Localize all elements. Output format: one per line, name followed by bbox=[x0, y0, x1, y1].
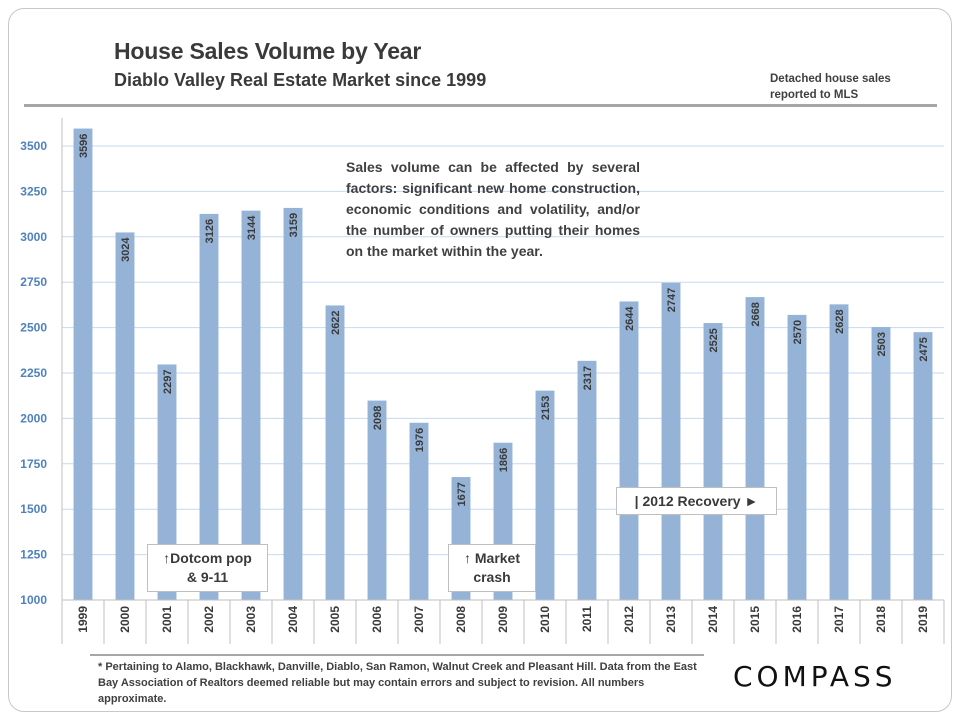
x-tick-label: 2014 bbox=[706, 606, 720, 633]
bar bbox=[535, 390, 555, 600]
bar bbox=[871, 327, 891, 600]
y-tick-label: 1000 bbox=[20, 593, 47, 607]
y-tick-label: 1750 bbox=[20, 457, 47, 471]
data-label: 1677 bbox=[456, 482, 468, 506]
y-tick-label: 1250 bbox=[20, 548, 47, 562]
crash-callout-line1: ↑ Market bbox=[463, 550, 521, 566]
data-label: 3159 bbox=[288, 213, 300, 237]
data-label: 2622 bbox=[330, 310, 342, 334]
data-label: 2668 bbox=[750, 302, 762, 326]
bar bbox=[367, 400, 387, 600]
data-label: 2098 bbox=[372, 406, 384, 430]
x-tick-label: 2018 bbox=[874, 606, 888, 633]
bar bbox=[157, 364, 177, 600]
dotcom-callout-line2: & 9-11 bbox=[186, 569, 229, 585]
axes: 1000 1250 1500 1750 2000 2250 2500 2750 3000 3250… bbox=[20, 118, 945, 644]
header-divider bbox=[24, 104, 937, 107]
x-tick-label: 2017 bbox=[832, 606, 846, 633]
y-tick-label: 1500 bbox=[20, 502, 47, 516]
description-text: Sales volume can be affected by several … bbox=[346, 159, 640, 259]
compass-logo: COMPASS bbox=[733, 660, 897, 693]
data-label: 3596 bbox=[78, 134, 90, 158]
data-label: 2628 bbox=[834, 309, 846, 333]
y-tick-label: 2250 bbox=[20, 366, 47, 380]
x-tick-label: 2011 bbox=[580, 606, 594, 632]
y-tick-label: 3500 bbox=[20, 139, 47, 153]
x-tick-label: 2000 bbox=[118, 606, 132, 633]
x-tick-label: 2005 bbox=[328, 606, 342, 633]
x-tick-label: 2019 bbox=[916, 606, 930, 633]
y-tick-label: 3250 bbox=[20, 184, 47, 198]
x-tick-label: 2006 bbox=[370, 606, 384, 633]
x-tick-label: 2003 bbox=[244, 606, 258, 633]
x-tick-label: 2016 bbox=[790, 606, 804, 633]
data-label: 2747 bbox=[666, 288, 678, 312]
data-label: 2475 bbox=[918, 337, 930, 361]
x-tick-label: 2004 bbox=[286, 606, 300, 633]
x-tick-label: 2015 bbox=[748, 606, 762, 633]
x-tick-label: 2010 bbox=[538, 606, 552, 633]
x-tick-label: 2001 bbox=[160, 606, 174, 633]
x-tick-label: 2012 bbox=[622, 606, 636, 633]
data-label: 3024 bbox=[120, 237, 132, 262]
crash-callout-line2: crash bbox=[473, 569, 511, 585]
dotcom-callout: ↑Dotcom pop & 9-11 bbox=[147, 544, 268, 592]
bar bbox=[325, 305, 345, 600]
y-tick-label: 2500 bbox=[20, 321, 47, 335]
dotcom-callout-line1: ↑Dotcom pop bbox=[163, 550, 252, 566]
y-tick-label: 2000 bbox=[20, 411, 47, 425]
y-tick-label: 3000 bbox=[20, 230, 47, 244]
x-tick-label: 2008 bbox=[454, 606, 468, 633]
x-tick-label: 2013 bbox=[664, 606, 678, 633]
bar bbox=[661, 282, 681, 600]
footnote: * Pertaining to Alamo, Blackhawk, Danvil… bbox=[98, 661, 697, 705]
data-label: 3126 bbox=[204, 219, 216, 243]
data-label: 2317 bbox=[582, 366, 594, 390]
page-subtitle: Diablo Valley Real Estate Market since 1… bbox=[114, 70, 487, 90]
bar bbox=[409, 422, 429, 600]
bar bbox=[913, 332, 933, 600]
data-label: 1976 bbox=[414, 428, 426, 452]
bar bbox=[73, 128, 93, 600]
y-tick-label: 2750 bbox=[20, 275, 47, 289]
data-label: 2525 bbox=[708, 328, 720, 352]
data-label: 2570 bbox=[792, 320, 804, 344]
x-tick-label: 2007 bbox=[412, 606, 426, 633]
bar bbox=[703, 323, 723, 600]
source-note-line1: Detached house sales bbox=[770, 73, 891, 85]
data-label: 2503 bbox=[876, 332, 888, 356]
footer-divider bbox=[90, 654, 704, 656]
bar bbox=[283, 207, 303, 600]
recovery-callout: | 2012 Recovery ► bbox=[616, 487, 777, 515]
bar bbox=[829, 304, 849, 600]
data-label: 2297 bbox=[162, 369, 174, 393]
source-note: Detached house sales reported to MLS bbox=[770, 71, 930, 103]
source-note-line2: reported to MLS bbox=[770, 89, 859, 101]
page-title: House Sales Volume by Year bbox=[114, 38, 422, 64]
data-label: 1866 bbox=[498, 448, 510, 472]
x-tick-label: 1999 bbox=[76, 606, 90, 633]
x-tick-label: 2002 bbox=[202, 606, 216, 633]
bar bbox=[787, 314, 807, 600]
x-tick-label: 2009 bbox=[496, 606, 510, 633]
bar bbox=[577, 360, 597, 600]
data-labels: 3596 3024 2297 3126 3144 3159 2622 2098 1976 1677… bbox=[78, 134, 930, 507]
bar bbox=[619, 301, 639, 600]
data-label: 2644 bbox=[624, 306, 636, 331]
bar bbox=[745, 297, 765, 600]
bar bbox=[199, 213, 219, 600]
data-label: 2153 bbox=[540, 396, 552, 420]
crash-callout: ↑ Market crash bbox=[448, 544, 536, 592]
bar bbox=[115, 232, 135, 601]
bar bbox=[241, 210, 261, 600]
data-label: 3144 bbox=[246, 215, 258, 240]
